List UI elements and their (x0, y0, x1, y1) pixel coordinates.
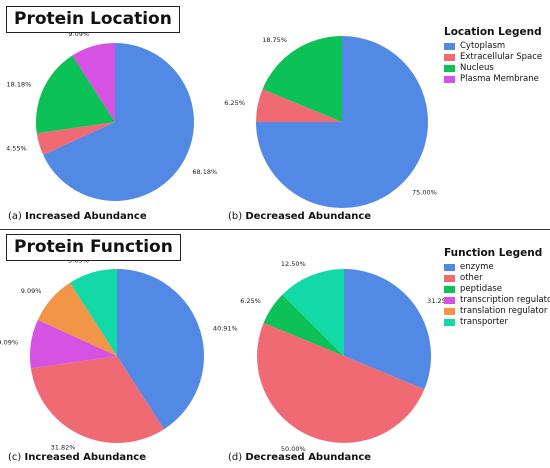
location-legend-label: Plasma Membrane (460, 74, 539, 84)
location-section-title: Protein Location (6, 6, 180, 33)
pie-d-slice (263, 294, 344, 356)
pie-b-data-label: 6.25% (224, 99, 245, 107)
pie-c-data-label: 31.82% (51, 443, 76, 451)
function-legend-label: other (460, 273, 483, 283)
pie-d-data-label: 31.25% (427, 297, 452, 305)
pie-c-data-label: 9.09% (21, 287, 42, 295)
location-legend-item: Nucleus (444, 63, 542, 74)
caption-b-text: Decreased Abundance (245, 211, 372, 222)
pie-d-data-label: 50.00% (281, 445, 306, 453)
function-section-title: Protein Function (6, 234, 181, 261)
pie-d-data-label: 6.25% (240, 297, 261, 305)
pie-c-slice (37, 282, 117, 356)
pie-a-slice (35, 55, 115, 134)
function-legend: Function Legend enzyme other peptidase tran… (444, 247, 550, 328)
location-legend-item: Cytoplasm (444, 41, 542, 52)
function-legend-swatch (444, 275, 455, 282)
pie-b-data-label: 75.00% (412, 189, 437, 197)
location-legend-label: Cytoplasm (460, 41, 506, 51)
location-legend-label: Extracellular Space (460, 52, 543, 62)
pie-b-slice (256, 89, 342, 122)
caption-d-prefix: (d) (228, 452, 243, 463)
function-legend-swatch (444, 308, 455, 315)
pie-a-slice (36, 122, 115, 155)
pie-a-slice (43, 43, 194, 201)
pie-c-slice (30, 356, 165, 443)
function-legend-label: transporter (460, 317, 508, 327)
pie-b-data-label: 18.75% (262, 36, 287, 44)
function-legend-swatch (444, 286, 455, 293)
function-legend-item: other (444, 273, 550, 284)
function-legend-label: translation regulator (460, 306, 548, 316)
function-legend-item: enzyme (444, 262, 550, 273)
location-legend-item: Extracellular Space (444, 52, 542, 63)
location-legend-swatch (444, 65, 455, 72)
caption-b: (b) Decreased Abundance (228, 211, 371, 222)
function-legend-swatch (444, 319, 455, 326)
function-legend-item: peptidase (444, 284, 550, 295)
caption-d-text: Decreased Abundance (245, 452, 372, 463)
function-legend-item: translation regulator (444, 306, 550, 317)
function-legend-item: transporter (444, 317, 550, 328)
location-legend-swatch (444, 54, 455, 61)
section-divider (0, 229, 550, 230)
function-legend-label: transcription regulator (460, 295, 550, 305)
pie-c-data-label: 40.91% (213, 324, 238, 332)
caption-c-text: Increased Abundance (24, 452, 146, 463)
location-legend-swatch (444, 76, 455, 83)
location-legend: Location Legend Cytoplasm Extracellular S… (444, 26, 542, 85)
function-legend-label: enzyme (460, 262, 494, 272)
function-legend-swatch (444, 264, 455, 271)
pie-a-data-label: 9.09% (68, 30, 89, 38)
pie-a-data-label: 4.55% (6, 144, 27, 152)
pie-c-slice (69, 269, 117, 356)
location-legend-title: Location Legend (444, 26, 542, 38)
pie-a-data-label: 18.18% (7, 80, 32, 88)
function-legend-label: peptidase (460, 284, 502, 294)
caption-d: (d) Decreased Abundance (228, 452, 371, 463)
location-legend-item: Plasma Membrane (444, 74, 542, 85)
pie-c-slice (117, 269, 205, 430)
pie-c-data-label: 9.09% (0, 338, 18, 346)
caption-c-prefix: (c) (8, 452, 22, 463)
pie-d-data-label: 12.50% (281, 260, 306, 268)
pie-a-data-label: 68.18% (192, 168, 217, 176)
location-legend-label: Nucleus (460, 63, 494, 73)
caption-a: (a) Increased Abundance (8, 211, 147, 222)
function-legend-item: transcription regulator (444, 295, 550, 306)
caption-c: (c) Increased Abundance (8, 452, 146, 463)
caption-b-prefix: (b) (228, 211, 243, 222)
pie-a-slice (72, 43, 115, 122)
function-legend-title: Function Legend (444, 247, 543, 259)
location-legend-swatch (444, 43, 455, 50)
caption-a-prefix: (a) (8, 211, 22, 222)
caption-a-text: Increased Abundance (25, 211, 147, 222)
pie-b-slice (262, 35, 342, 122)
pie-d-slice (282, 269, 344, 356)
function-legend-swatch (444, 297, 455, 304)
pie-c-slice (29, 319, 117, 369)
pie-d-slice (257, 322, 425, 443)
pie-d-slice (344, 269, 431, 390)
